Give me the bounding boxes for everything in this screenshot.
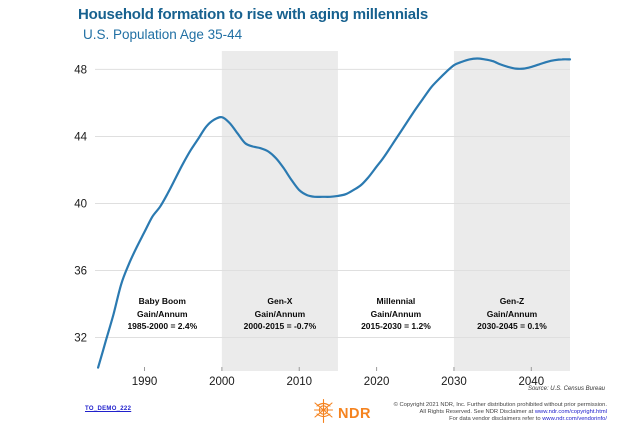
annotation-line: Gen-Z <box>499 296 525 306</box>
population-series-line <box>97 57 572 369</box>
annotation-line: Gain/Annum <box>486 308 538 319</box>
annotation-millennial: Millennial Gain/Annum 2015-2030 = 1.2% <box>361 295 431 333</box>
annotation-line: Gen-X <box>267 296 293 306</box>
annotation-line: 2015-2030 = 1.2% <box>361 321 431 331</box>
annotation-line: Gain/Annum <box>137 308 188 319</box>
ndr-compass-icon <box>312 398 335 427</box>
generation-band <box>453 51 570 371</box>
source-note: Source: U.S. Census Bureau <box>527 386 605 392</box>
annotation-line: Millennial <box>376 296 416 306</box>
x-axis-tick-label: 2020 <box>364 376 390 388</box>
copyright-line-2: All Rights Reserved. See NDR Disclaimer … <box>419 409 607 416</box>
y-axis-tick-label: 32 <box>74 332 87 344</box>
x-axis-tick-label: 1990 <box>132 376 158 388</box>
y-axis-tick-label: 48 <box>74 64 87 76</box>
x-axis-tick-label: 2040 <box>519 376 545 388</box>
page-title: Household formation to rise with aging m… <box>78 6 429 23</box>
y-axis-tick-label: 40 <box>74 198 87 210</box>
annotation-gen-x: Gen-X Gain/Annum 2000-2015 = -0.7% <box>244 295 317 333</box>
x-axis-tick-label: 2030 <box>441 376 467 388</box>
annotation-line: Gain/Annum <box>370 308 422 319</box>
generation-band <box>221 51 338 371</box>
copyright-url-link[interactable]: www.ndr.com/copyright.html <box>534 409 607 416</box>
vendorinfo-url-link[interactable]: www.ndr.com/vendorinfo/ <box>542 416 607 423</box>
copyright-line-1: © Copyright 2021 NDR, Inc. Further distr… <box>393 402 607 408</box>
copyright-block: © Copyright 2021 NDR, Inc. Further distr… <box>394 402 607 424</box>
chart-subtitle: U.S. Population Age 35-44 <box>83 27 243 42</box>
annotation-line: 1985-2000 = 2.4% <box>127 321 198 331</box>
annotation-line: 2030-2045 = 0.1% <box>477 321 547 331</box>
annotation-gen-z: Gen-Z Gain/Annum 2030-2045 = 0.1% <box>477 295 547 333</box>
population-line-chart: 32 36 40 44 48 1990 2000 2010 2020 2030 2040 <box>74 51 572 388</box>
y-axis-tick-label: 36 <box>74 265 87 277</box>
ndr-logo: NDR <box>312 398 371 427</box>
copyright-line-3: For data vendor disclaimers refer to www… <box>449 416 607 423</box>
x-axis-tick-label: 2000 <box>209 376 235 388</box>
doc-id-link[interactable]: TO_DEMO_222 <box>85 406 132 412</box>
annotation-line: Baby Boom <box>138 296 186 306</box>
x-axis-tick-label: 2010 <box>286 376 312 388</box>
ndr-logo-text: NDR <box>338 405 371 422</box>
y-axis-tick-label: 44 <box>74 131 87 143</box>
annotation-baby-boom: Baby Boom Gain/Annum 1985-2000 = 2.4% <box>127 295 197 333</box>
annotation-line: Gain/Annum <box>254 308 306 319</box>
annotation-line: 2000-2015 = -0.7% <box>243 321 317 331</box>
